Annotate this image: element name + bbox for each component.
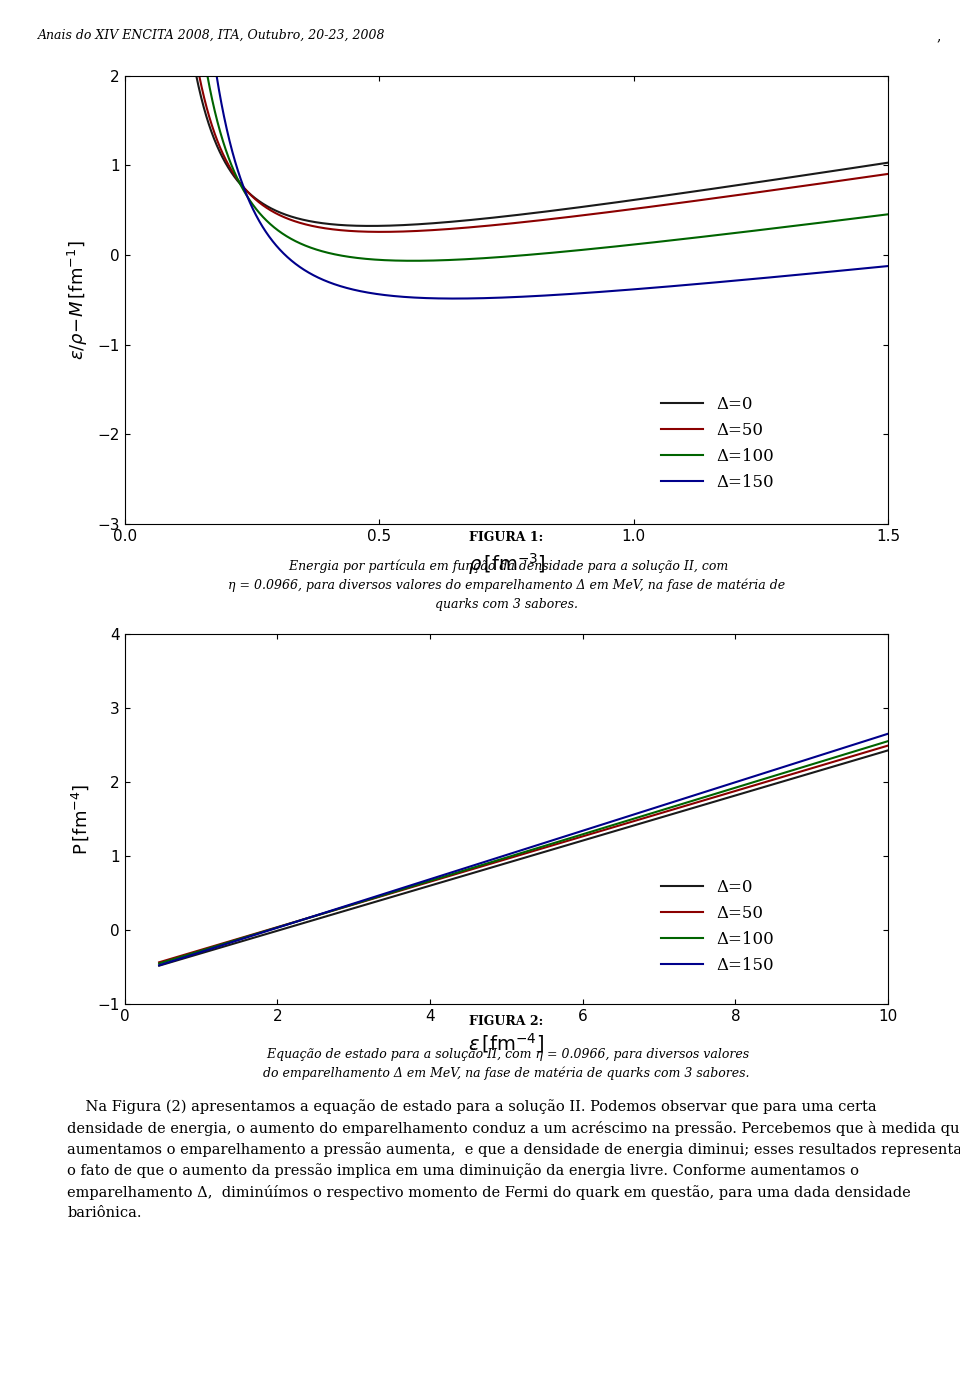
Δ=50 bbox=[882, 165, 894, 182]
Δ=150 bbox=[474, 290, 486, 306]
Δ=0 bbox=[335, 217, 347, 233]
Δ=150 bbox=[348, 281, 360, 298]
Text: Energia por partícula em função da densidade para a solução II, com
η = 0.0966, : Energia por partícula em função da densi… bbox=[228, 560, 785, 611]
Δ=0 bbox=[365, 218, 376, 234]
X-axis label: $\varepsilon\,[\mathrm{fm}^{-4}]$: $\varepsilon\,[\mathrm{fm}^{-4}]$ bbox=[468, 1030, 544, 1055]
Δ=50 bbox=[154, 954, 165, 971]
Δ=100 bbox=[279, 917, 291, 934]
Δ=50 bbox=[841, 171, 852, 188]
Δ=150 bbox=[448, 290, 460, 306]
Y-axis label: $\mathrm{P}\,[\mathrm{fm}^{-4}]$: $\mathrm{P}\,[\mathrm{fm}^{-4}]$ bbox=[69, 783, 90, 855]
Δ=150 bbox=[747, 270, 758, 287]
Δ=50 bbox=[236, 929, 248, 946]
Δ=50 bbox=[279, 917, 291, 934]
Δ=100 bbox=[450, 251, 462, 268]
Text: FIGURA 2:: FIGURA 2: bbox=[469, 1015, 543, 1029]
Δ=0 bbox=[465, 866, 476, 883]
Δ=150 bbox=[433, 869, 444, 885]
Δ=0 bbox=[154, 957, 165, 974]
Δ=100 bbox=[789, 761, 801, 778]
Line: Δ=150: Δ=150 bbox=[159, 734, 888, 965]
Line: Δ=50: Δ=50 bbox=[199, 76, 888, 232]
Δ=100 bbox=[882, 732, 894, 749]
Δ=100 bbox=[675, 232, 686, 248]
Δ=0 bbox=[236, 932, 248, 949]
Δ=150 bbox=[882, 258, 894, 274]
Δ=50 bbox=[868, 742, 879, 758]
Δ=50 bbox=[452, 221, 464, 237]
Δ=0 bbox=[634, 190, 645, 207]
Δ=0 bbox=[214, 143, 226, 160]
Δ=150 bbox=[465, 858, 476, 874]
Line: Δ=100: Δ=100 bbox=[159, 741, 888, 964]
Δ=0 bbox=[190, 66, 202, 83]
Δ=150 bbox=[154, 957, 165, 974]
Δ=150 bbox=[789, 754, 801, 771]
Δ=100 bbox=[439, 252, 450, 269]
Line: Δ=50: Δ=50 bbox=[159, 746, 888, 963]
Δ=100 bbox=[324, 244, 335, 261]
Δ=0 bbox=[882, 742, 894, 758]
Δ=0 bbox=[741, 175, 753, 192]
Δ=50 bbox=[193, 68, 204, 84]
Δ=150 bbox=[514, 288, 525, 305]
Δ=50 bbox=[375, 223, 387, 240]
Y-axis label: $\varepsilon/\rho\!-\!M\,[\mathrm{fm}^{-1}]$: $\varepsilon/\rho\!-\!M\,[\mathrm{fm}^{-… bbox=[66, 240, 90, 360]
Δ=0 bbox=[882, 154, 894, 171]
Δ=150 bbox=[236, 931, 248, 947]
Δ=150 bbox=[210, 66, 222, 83]
Line: Δ=150: Δ=150 bbox=[216, 74, 888, 298]
Δ=50 bbox=[789, 765, 801, 782]
Line: Δ=100: Δ=100 bbox=[207, 74, 888, 261]
Legend: Δ=0, Δ=50, Δ=100, Δ=150: Δ=0, Δ=50, Δ=100, Δ=150 bbox=[655, 389, 780, 498]
Text: Na Figura (2) apresentamos a equação de estado para a solução II. Podemos observ: Na Figura (2) apresentamos a equação de … bbox=[67, 1099, 960, 1220]
Δ=150 bbox=[407, 290, 419, 306]
Δ=100 bbox=[433, 870, 444, 887]
Δ=100 bbox=[407, 252, 419, 269]
Δ=150 bbox=[279, 917, 291, 934]
Δ=100 bbox=[236, 929, 248, 946]
Δ=150 bbox=[882, 725, 894, 742]
Text: Equação de estado para a solução II, com η = 0.0966, para diversos valores
do em: Equação de estado para a solução II, com… bbox=[263, 1048, 750, 1080]
Δ=100 bbox=[202, 66, 213, 83]
Δ=50 bbox=[433, 872, 444, 888]
Text: ,: , bbox=[936, 29, 941, 43]
Δ=50 bbox=[330, 222, 342, 239]
Δ=50 bbox=[882, 738, 894, 754]
Line: Δ=0: Δ=0 bbox=[159, 750, 888, 965]
Text: Anais do XIV ENCITA 2008, ITA, Outubro, 20-23, 2008: Anais do XIV ENCITA 2008, ITA, Outubro, … bbox=[38, 29, 386, 41]
Δ=100 bbox=[313, 243, 324, 259]
Δ=100 bbox=[868, 738, 879, 754]
Δ=0 bbox=[362, 218, 373, 234]
Δ=0 bbox=[684, 183, 695, 200]
Δ=150 bbox=[485, 290, 496, 306]
Δ=150 bbox=[868, 729, 879, 746]
Δ=0 bbox=[789, 769, 801, 786]
Δ=50 bbox=[729, 188, 740, 204]
Δ=100 bbox=[465, 860, 476, 877]
Δ=100 bbox=[470, 251, 482, 268]
Δ=50 bbox=[279, 210, 291, 226]
Δ=50 bbox=[465, 862, 476, 878]
Text: FIGURA 1:: FIGURA 1: bbox=[469, 531, 543, 545]
Legend: Δ=0, Δ=50, Δ=100, Δ=150: Δ=0, Δ=50, Δ=100, Δ=150 bbox=[655, 872, 780, 980]
Δ=50 bbox=[864, 168, 876, 185]
Line: Δ=0: Δ=0 bbox=[196, 74, 888, 226]
X-axis label: $\rho\,[\mathrm{fm}^{-3}]$: $\rho\,[\mathrm{fm}^{-3}]$ bbox=[468, 550, 545, 576]
Δ=100 bbox=[882, 205, 894, 222]
Δ=0 bbox=[433, 874, 444, 891]
Δ=0 bbox=[279, 920, 291, 936]
Δ=100 bbox=[154, 956, 165, 972]
Δ=0 bbox=[868, 746, 879, 763]
